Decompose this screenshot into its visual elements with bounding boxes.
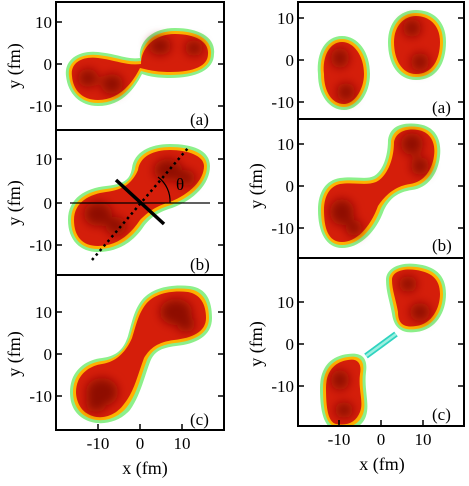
y-axis-label: y (fm) (246, 163, 267, 208)
x-tick-label: 10 (174, 434, 191, 453)
density-plot (318, 123, 441, 248)
x-tick-label: 0 (377, 430, 386, 449)
y-tick-label: 10 (35, 13, 52, 32)
x-tick-label: 0 (136, 434, 145, 453)
y-axis-label: y (fm) (4, 43, 25, 88)
y-axis-label: y (fm) (246, 321, 267, 366)
left-panel-c: (c) 10 0 -10 y (fm) (4, 274, 225, 431)
panel-label: (b) (190, 255, 210, 274)
x-axis: -10 0 10 x (fm) (328, 420, 432, 475)
y-tick-label: -10 (271, 219, 294, 238)
panel-label: (c) (190, 410, 209, 429)
density-cores (78, 37, 203, 94)
panel-label: (c) (432, 405, 451, 424)
y-tick-label: 0 (286, 177, 295, 196)
left-panel-b: θ (b) 10 0 -10 y (fm) (4, 129, 225, 276)
neck-plane-line (114, 178, 166, 226)
density-plot (317, 10, 446, 110)
x-axis: -10 0 10 x (fm) (87, 424, 191, 479)
right-panel-b: (b) 10 0 -10 y (fm) (246, 118, 465, 259)
density-plot (65, 28, 215, 106)
x-axis-label: x (fm) (122, 458, 167, 479)
y-tick-label: 0 (286, 335, 295, 354)
density-cores (84, 159, 195, 235)
right-panel-a: (a) 10 0 -10 (271, 1, 465, 120)
right-panel-c: (c) 10 0 -10 y (fm) (246, 257, 465, 427)
y-axis-ticks: 10 0 -10 (271, 293, 464, 396)
y-tick-label: 0 (286, 51, 295, 70)
panel-label: (a) (432, 98, 451, 117)
y-axis-ticks: 10 0 -10 (29, 13, 224, 116)
y-axis-label: y (fm) (4, 331, 25, 376)
y-tick-label: 10 (277, 135, 294, 154)
y-axis-ticks: 10 0 -10 (29, 303, 224, 406)
panel-label: (b) (432, 236, 452, 255)
panel-label: (a) (190, 110, 209, 129)
y-tick-label: -10 (271, 93, 294, 112)
x-axis-label: x (fm) (359, 454, 404, 475)
y-tick-label: -10 (271, 377, 294, 396)
y-tick-label: 10 (35, 303, 52, 322)
y-tick-label: 0 (44, 345, 53, 364)
x-tick-label: -10 (328, 430, 351, 449)
y-tick-label: 0 (44, 55, 53, 74)
y-tick-label: 10 (277, 9, 294, 28)
symmetry-axis-dotted (91, 147, 189, 261)
theta-arc (157, 176, 171, 204)
y-axis-ticks: 10 0 -10 (271, 135, 464, 238)
y-tick-label: 0 (44, 194, 53, 213)
left-panel-a: (a) 10 0 -10 y (fm) (4, 1, 225, 131)
density-plot (70, 285, 212, 424)
neck-filament (365, 332, 397, 358)
x-tick-label: -10 (87, 434, 110, 453)
density-plot (320, 263, 446, 426)
density-cores (330, 133, 429, 236)
y-tick-label: 10 (277, 293, 294, 312)
left-column: (a) 10 0 -10 y (fm) (4, 1, 225, 479)
y-axis-ticks: 10 0 -10 (271, 9, 464, 112)
y-tick-label: -10 (29, 387, 52, 406)
density-plot (68, 144, 210, 252)
y-tick-label: 10 (35, 150, 52, 169)
y-tick-label: -10 (29, 236, 52, 255)
density-cores (331, 276, 430, 418)
x-tick-label: 10 (415, 430, 432, 449)
y-tick-label: -10 (29, 97, 52, 116)
theta-label: θ (176, 175, 184, 194)
right-column: (a) 10 0 -10 (246, 1, 465, 475)
density-cores (86, 299, 195, 412)
density-cores (331, 19, 429, 101)
orientation-annotations: θ (70, 147, 210, 261)
y-axis-label: y (fm) (4, 180, 25, 225)
y-axis-ticks: 10 0 -10 (29, 150, 224, 255)
